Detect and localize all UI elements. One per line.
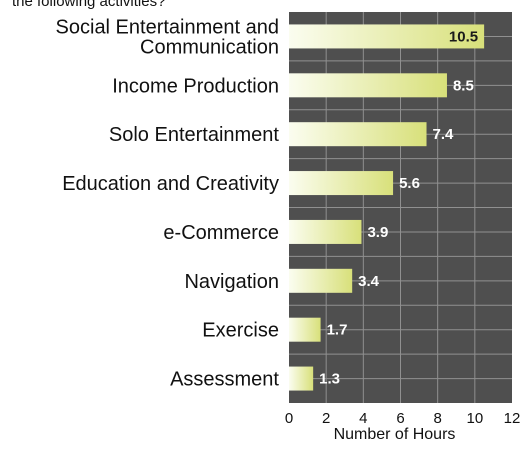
x-tick-label: 0 <box>285 410 293 427</box>
bar <box>289 73 447 98</box>
x-tick-label: 8 <box>433 410 441 427</box>
bar <box>289 122 427 147</box>
data-label: 5.6 <box>399 175 420 192</box>
x-axis-title: Number of Hours <box>334 426 456 443</box>
header-partial-text: the following activities? <box>12 0 165 10</box>
bar <box>289 317 321 342</box>
x-tick-label: 10 <box>466 410 483 427</box>
category-label: Communication <box>140 36 279 58</box>
data-label: 3.9 <box>367 224 388 241</box>
bar <box>289 219 362 244</box>
category-label: Exercise <box>202 320 279 342</box>
category-label: Navigation <box>184 271 279 293</box>
data-label: 1.3 <box>319 371 340 388</box>
bar <box>289 171 394 196</box>
category-label: Education and Creativity <box>62 173 279 195</box>
x-tick-label: 2 <box>322 410 330 427</box>
category-label: Income Production <box>112 75 279 97</box>
bar <box>289 24 485 49</box>
category-label: e-Commerce <box>163 222 279 244</box>
x-tick-label: 4 <box>359 410 367 427</box>
data-label: 1.7 <box>327 322 348 339</box>
x-tick-labels: 0 2 4 6 8 10 12 <box>285 410 521 427</box>
data-label: 3.4 <box>358 273 380 290</box>
bar <box>289 366 314 391</box>
x-tick-label: 12 <box>504 410 521 427</box>
data-label: 7.4 <box>433 126 455 143</box>
category-label: Assessment <box>170 369 279 391</box>
category-label: Solo Entertainment <box>109 124 280 146</box>
category-label: Social Entertainment and <box>56 16 279 38</box>
data-label: 8.5 <box>453 77 474 94</box>
bars: 10.5 8.5 7.4 5.6 3.9 3.4 1.7 1.3 <box>289 24 485 391</box>
x-tick-label: 6 <box>396 410 404 427</box>
data-label: 10.5 <box>449 28 478 45</box>
bar <box>289 268 353 293</box>
